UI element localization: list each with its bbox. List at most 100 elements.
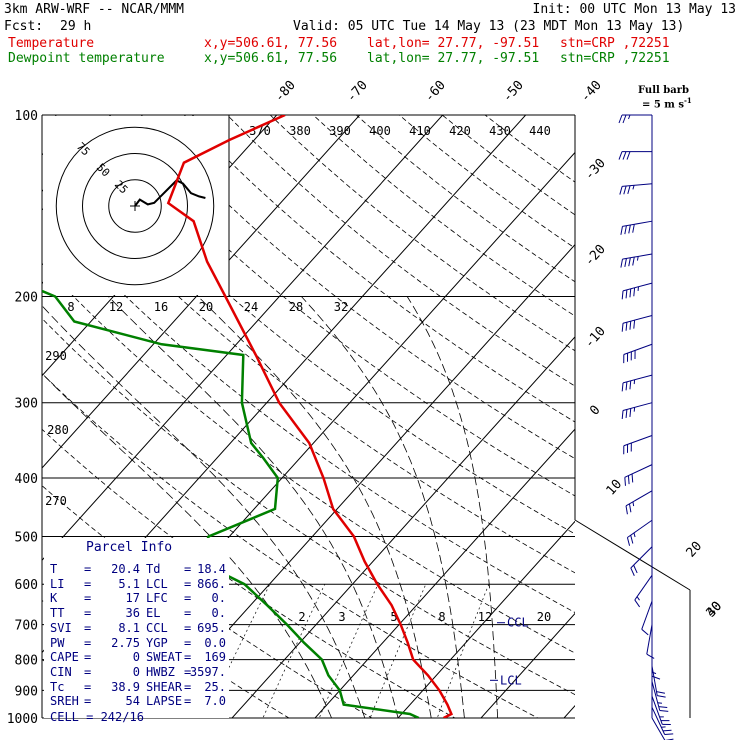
barb-key-line2: = 5 m s [642,99,684,111]
wind-barb-flag [626,151,631,160]
theta-label: 380 [289,124,311,138]
model-title: 3km ARW-WRF -- NCAR/MMM [4,2,185,17]
parcel-value: 7.0 [204,694,226,709]
parcel-label: LCL [146,576,168,591]
theta-label: 430 [489,124,511,138]
dry-adiabat-line [140,115,575,460]
parcel-equals: = [84,664,92,679]
isotherm-label: -30 [582,156,609,183]
wind-barb-flag [621,290,624,300]
wind-barb [651,681,661,711]
wind-barb-flag [631,473,634,483]
parcel-info-title: Parcel Info [86,540,173,555]
right-border-slant [574,519,691,591]
parcel-value: 36 [125,606,140,621]
wind-barb-flag [633,564,638,574]
parcel-label: Td [146,562,161,576]
temperature-legend-latlon: lat,lon= 27.77, -97.51 [367,36,540,51]
hodograph-ring [82,153,188,259]
parcel-label: PW [50,635,65,650]
parcel-label: K [50,591,58,606]
parcel-label: YGP [146,635,168,650]
parcel-value: 5.1 [118,576,140,591]
wind-barb [651,695,663,725]
wind-barb-flag [633,287,636,297]
wind-barb-flag [619,186,623,195]
moist-adiabat-line [197,296,432,718]
wind-barb-flag [625,409,628,418]
parcel-equals: = [84,635,92,650]
moist-adiabat-line [108,296,399,718]
wind-barb [641,600,653,630]
parcel-equals: = [184,664,192,679]
isotherm-line [231,336,575,718]
parcel-value: 0 [132,664,140,679]
theta-label: 290 [45,349,67,363]
wind-speed-tick: 20 [199,300,213,314]
wind-barb-flag [622,114,627,124]
wind-barb [622,220,653,227]
wind-barb-flag [621,382,624,392]
parcel-label: CIN [50,664,72,679]
wind-speed-tick: 24 [244,300,258,314]
wind-barb-flag [630,535,634,544]
parcel-equals: = [184,576,192,591]
isotherm-line [42,115,361,469]
wind-barb-flag [662,729,672,732]
theta-label: 410 [409,124,431,138]
parcel-label: SHEAR [146,679,183,694]
wind-barb-flag [657,695,666,698]
isotherm-line [480,612,575,718]
wind-barb [622,183,653,187]
temperature-legend-name: Temperature [8,36,95,51]
isotherm-label: 20 [684,539,706,561]
pressure-tick-label: 600 [15,578,38,593]
wind-barb-flag [628,503,632,513]
dewpoint-legend-xy: x,y=506.61, 77.56 [204,51,338,66]
theta-label: 390 [329,124,351,138]
dry-adiabat-line [484,115,575,183]
parcel-equals: = [184,562,192,576]
parcel-equals: = [184,591,192,606]
parcel-value: 8.1 [118,620,140,635]
forecast-hour: 29 h [60,19,92,34]
isotherm-line [148,243,575,718]
parcel-equals: = [84,606,92,621]
init-time: Init: 00 UTC Mon 13 May 13 [532,2,737,17]
wind-barb-flag [634,599,641,608]
isotherm-line [397,520,575,718]
wind-barb-half [632,185,635,190]
parcel-label: SREH [50,694,79,709]
mixing-ratio-label: 5 [390,610,397,624]
parcel-value: 0 [132,650,140,665]
wind-barb-flag [625,322,628,331]
dry-adiabat-line [42,207,575,613]
wind-barb-flag [623,185,627,195]
wind-barb-flag [651,675,661,680]
isotherm-label: 40 [704,599,726,621]
dewpoint-legend-station: stn=CRP ,72251 [560,51,670,66]
forecast-label: Fcst: [4,19,44,34]
wind-speed-tick: 16 [154,300,168,314]
dry-adiabat-line [226,115,575,387]
wind-barb-half [632,501,635,507]
moist-adiabat-line [406,296,498,718]
wind-barb [624,464,653,478]
wind-barb-flag [628,257,631,267]
moist-adiabat-line [301,296,465,718]
dry-adiabat-line [269,115,575,352]
pressure-tick-label: 100 [15,109,38,124]
parcel-value: 20.4 [111,562,140,576]
wind-barb-flag [627,185,631,194]
dry-adiabat-line [441,115,575,216]
wind-speed-tick: 28 [289,300,303,314]
parcel-equals: = [184,650,192,665]
mixing-ratio-label: 2 [298,610,305,624]
dewpoint-legend-name: Dewpoint temperature [8,51,165,66]
wind-barb-flag [618,151,623,160]
wind-barb-flag [633,320,636,329]
parcel-label: Tc [50,679,65,694]
mixing-ratio-label: 8 [438,610,445,624]
pressure-tick-label: 200 [15,291,38,306]
parcel-marker-label: LCL [500,673,522,687]
